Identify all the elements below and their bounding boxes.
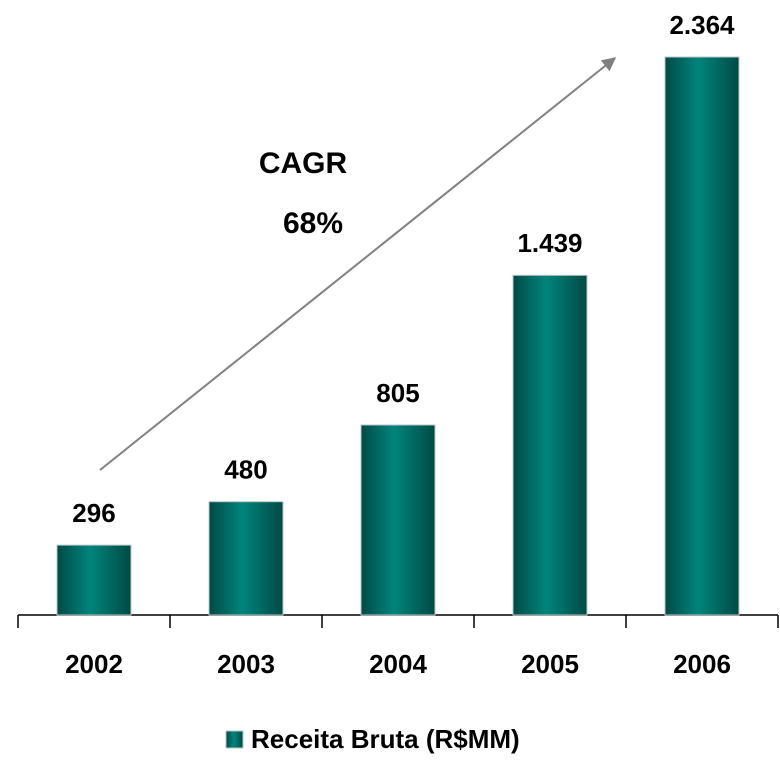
x-tick-label: 2004 [369,649,427,679]
x-tick-label: 2006 [673,649,731,679]
bar [512,274,588,616]
data-label: 296 [72,498,115,528]
x-tick-label: 2002 [65,649,123,679]
data-label: 2.364 [669,10,735,40]
bar [360,424,436,616]
x-tick-label: 2005 [521,649,579,679]
data-label: 480 [224,455,267,485]
x-tick-label: 2003 [217,649,275,679]
bar [56,544,132,616]
bar [664,56,740,616]
legend-label: Receita Bruta (R$MM) [251,724,520,754]
data-label: 1.439 [517,228,582,258]
annotation: 68% [283,207,343,240]
data-label: 805 [376,378,419,408]
cagr-arrow [99,57,617,471]
legend-swatch [225,730,244,749]
bar [208,501,284,616]
annotation: CAGR [259,147,348,180]
